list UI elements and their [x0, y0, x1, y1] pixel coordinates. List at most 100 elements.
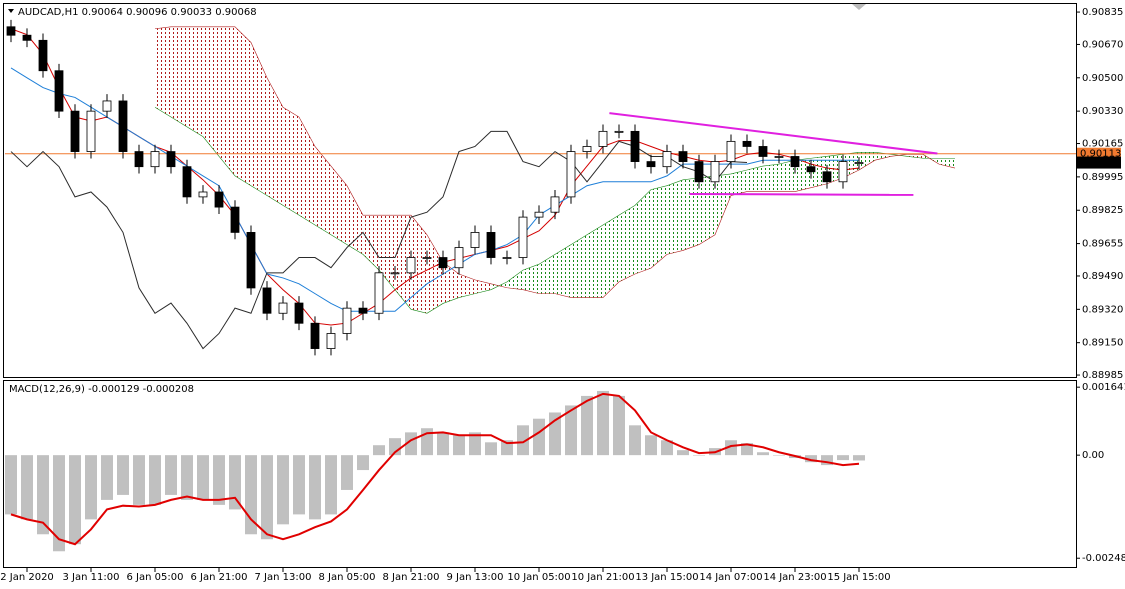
- candle-body: [6, 26, 16, 36]
- y-tick-label: 0.89655: [1082, 239, 1123, 250]
- y-tick-label: 0.00: [1082, 450, 1104, 461]
- x-tick-label: 14 Jan 23:00: [763, 572, 826, 583]
- cloud-segment: [859, 152, 875, 171]
- cloud-segment: [411, 215, 427, 314]
- candle-body: [70, 110, 80, 152]
- cloud-segment: [603, 215, 619, 298]
- macd-bar: [757, 452, 769, 456]
- y-tick-label: 0.89490: [1082, 271, 1123, 282]
- y-tick-label: 0.89150: [1082, 338, 1123, 349]
- macd-bar: [309, 455, 321, 520]
- y-tick-label: 0.001641: [1082, 382, 1125, 393]
- candle-body: [854, 162, 864, 164]
- candle-body: [374, 272, 384, 314]
- cloud-segment: [171, 26, 187, 127]
- candle-body: [262, 287, 272, 314]
- cloud-segment: [539, 254, 555, 294]
- macd-bar: [341, 455, 353, 490]
- candle-body: [582, 146, 592, 152]
- candle-body: [758, 146, 768, 157]
- cloud-segment: [635, 189, 651, 275]
- candle-body: [438, 257, 448, 269]
- macd-bar: [373, 445, 385, 456]
- cloud-segment: [779, 160, 795, 192]
- x-tick-label: 7 Jan 13:00: [255, 572, 312, 583]
- price-label: 0.90113: [1080, 149, 1121, 160]
- candle-body: [486, 232, 496, 258]
- candle-body: [310, 322, 320, 349]
- shift-marker: [852, 4, 866, 10]
- macd-bar: [133, 455, 145, 505]
- x-tick-label: 10 Jan 05:00: [507, 572, 570, 583]
- x-tick-label: 9 Jan 13:00: [447, 572, 504, 583]
- candle-body: [566, 151, 576, 198]
- x-tick-label: 6 Jan 21:00: [191, 572, 248, 583]
- cloud-segment: [475, 279, 491, 294]
- macd-panel: [3, 380, 1077, 568]
- candle-body: [102, 100, 112, 112]
- macd-bar: [773, 455, 785, 456]
- candle-body: [694, 161, 704, 183]
- macd-bar: [85, 455, 97, 520]
- y-tick-label: -0.002488: [1082, 553, 1125, 564]
- cloud-segment: [747, 166, 763, 192]
- cloud-segment: [907, 154, 923, 159]
- candle-body: [86, 110, 96, 152]
- macd-bar: [805, 455, 817, 463]
- macd-bar: [693, 455, 705, 456]
- cloud-segment: [251, 42, 267, 196]
- macd-bar: [357, 455, 369, 471]
- y-tick-label: 0.90165: [1082, 139, 1123, 150]
- cloud-segment: [395, 215, 411, 310]
- candle-body: [38, 39, 48, 72]
- candle-body: [278, 302, 288, 314]
- candle-body: [406, 257, 416, 274]
- macd-bar: [517, 425, 529, 456]
- price-label: 0.90068: [1080, 158, 1121, 169]
- macd-bar: [37, 455, 49, 535]
- cloud-segment: [283, 107, 299, 216]
- y-tick-label: 0.90670: [1082, 39, 1123, 50]
- cloud-segment: [187, 26, 203, 137]
- candle-body: [246, 232, 256, 289]
- cloud-segment: [235, 26, 251, 186]
- candle-body: [550, 196, 560, 213]
- candle-body: [678, 151, 688, 162]
- y-tick-label: 0.90500: [1082, 73, 1123, 84]
- cloud-segment: [651, 185, 667, 269]
- candle-body: [646, 161, 656, 168]
- macd-bar: [853, 455, 865, 461]
- candle-body: [294, 302, 304, 324]
- candle-body: [358, 307, 368, 314]
- candle-body: [422, 257, 432, 259]
- y-tick-label: 0.89320: [1082, 304, 1123, 315]
- macd-bar: [837, 455, 849, 461]
- candle-body: [630, 130, 640, 162]
- macd-bar: [821, 455, 833, 466]
- x-tick-label: 10 Jan 21:00: [571, 572, 634, 583]
- macd-bar: [661, 440, 673, 456]
- cloud-segment: [667, 179, 683, 255]
- macd-bar: [741, 443, 753, 456]
- x-tick-label: 15 Jan 15:00: [827, 572, 890, 583]
- candle-body: [710, 161, 720, 183]
- macd-bar: [629, 425, 641, 456]
- x-tick-label: 14 Jan 07:00: [699, 572, 762, 583]
- candle-body: [118, 100, 128, 152]
- candle-body: [54, 70, 64, 112]
- candle-body: [614, 130, 624, 133]
- macd-bar: [277, 455, 289, 525]
- candle-body: [22, 34, 32, 41]
- cloud-segment: [683, 177, 699, 251]
- macd-bar: [5, 455, 17, 515]
- macd-bar: [101, 455, 113, 500]
- macd-bar: [325, 455, 337, 515]
- y-tick-label: 0.89995: [1082, 172, 1123, 183]
- candle-body: [326, 333, 336, 349]
- cloud-segment: [459, 274, 475, 298]
- candle-body: [470, 232, 480, 248]
- macd-bar: [21, 455, 33, 520]
- cloud-segment: [219, 26, 235, 176]
- cloud-segment: [315, 146, 331, 235]
